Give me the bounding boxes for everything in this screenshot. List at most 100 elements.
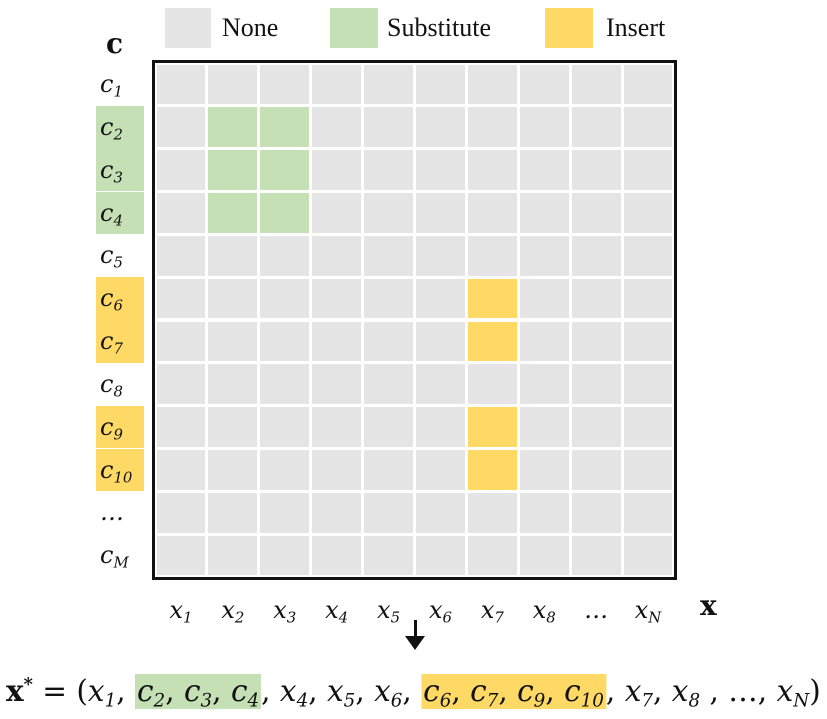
grid-cell (156, 407, 206, 447)
grid-cell (208, 278, 258, 319)
grid-cell (416, 150, 465, 190)
grid-cell (519, 235, 569, 276)
formula-term-subscript: 2 (153, 690, 166, 712)
grid-cell (156, 235, 206, 276)
row-label-text: c9 (100, 413, 123, 444)
row-label-text: c3 (100, 156, 123, 187)
row-label: c3 (96, 148, 144, 192)
formula-term: c3 (184, 674, 213, 712)
formula-separator: , (545, 674, 565, 709)
column-label-text-subscript: 5 (390, 608, 401, 627)
grid-cell (416, 450, 465, 490)
column-label-text: x4 (325, 596, 348, 625)
column-label-text-base: x (532, 596, 547, 624)
grid-cell (208, 64, 258, 105)
legend-swatch-insert (545, 8, 593, 48)
column-label-text: x6 (428, 596, 452, 625)
legend-label-none: None (222, 13, 279, 42)
grid-cell (156, 535, 206, 576)
formula-term: c10 (564, 674, 604, 710)
formula-term-subscript: 6 (439, 690, 452, 712)
formula-term-subscript: 1 (104, 690, 117, 712)
row-label-text-base: c (100, 284, 114, 313)
grid-cell (260, 407, 310, 447)
formula-separator: , (261, 674, 280, 709)
formula-term-subscript: 4 (247, 690, 260, 712)
column-label-text-base: x (634, 596, 649, 624)
grid-cell (364, 450, 413, 490)
formula-separator: , …, (700, 674, 777, 709)
row-label-text: c1 (100, 70, 123, 99)
row-label-text-subscript: 2 (113, 125, 123, 144)
grid-cell (156, 321, 206, 362)
formula-term-base: c (230, 674, 248, 709)
grid-cell (156, 193, 206, 233)
grid-cell (364, 321, 413, 362)
grid-cell (416, 107, 465, 148)
grid-cell (156, 450, 206, 490)
column-label: x4 (311, 592, 363, 628)
grid-cell (260, 278, 310, 319)
grid-cell-insert (467, 321, 517, 362)
grid-cell (312, 150, 362, 190)
grid-cell (519, 492, 569, 533)
formula-term: x4 (280, 674, 308, 710)
row-label-text-subscript: 3 (113, 168, 123, 187)
grid-cell (364, 150, 413, 190)
formula-term-subscript: 3 (200, 690, 213, 712)
row-label-text-subscript: M (113, 553, 129, 572)
formula-term-base: x (671, 674, 689, 709)
row-label-text-subscript: 9 (113, 425, 123, 444)
grid-cell (623, 107, 673, 148)
grid-cell (571, 492, 621, 533)
column-label-text-base: x (428, 596, 443, 624)
grid-cell (312, 64, 362, 105)
row-label: cM (96, 534, 144, 577)
grid-cell (156, 150, 206, 190)
formula-term: xN (776, 674, 810, 710)
grid-cell (208, 407, 258, 447)
column-label: xN (622, 592, 674, 628)
column-label: x6 (415, 592, 467, 628)
formula-term-base: c (564, 674, 581, 709)
grid-cell (208, 321, 258, 362)
formula-term: c7 (470, 674, 499, 712)
grid-cell (623, 64, 673, 105)
row-label: c1 (96, 63, 144, 106)
grid-cell-substitute (260, 193, 310, 233)
grid-cell (623, 535, 673, 576)
row-label-text-base: c (100, 241, 114, 270)
grid-cell (364, 235, 413, 276)
grid-cell (260, 535, 310, 576)
grid-cell (467, 492, 517, 533)
alignment-grid (152, 60, 677, 580)
formula-term-base: x (776, 674, 794, 709)
grid-cell (467, 150, 517, 190)
grid-cell (364, 193, 413, 233)
row-label-text-subscript: 6 (113, 296, 123, 315)
grid-cell-substitute (260, 150, 310, 190)
grid-cell (364, 492, 413, 533)
grid-cell (467, 535, 517, 576)
formula-term-subscript: 8 (688, 690, 701, 712)
formula-term-base: c (136, 674, 154, 709)
grid-cell (416, 278, 465, 319)
grid-cell (519, 64, 569, 105)
row-label-text: c2 (100, 113, 123, 144)
grid-cell (156, 107, 206, 148)
grid-cell (623, 193, 673, 233)
grid-cell (364, 407, 413, 447)
row-label: c2 (96, 105, 144, 149)
legend-label-substitute: Substitute (387, 13, 492, 42)
column-label-text-subscript: 2 (234, 608, 245, 627)
column-label: x2 (207, 592, 259, 628)
column-label-text-base: x (377, 596, 391, 624)
formula-term-base: x (327, 674, 344, 709)
formula-term: x6 (374, 674, 402, 710)
formula-term-subscript: 7 (486, 690, 499, 712)
formula-term: x1 (88, 674, 117, 712)
grid-cell (519, 321, 569, 362)
row-label: c6 (96, 277, 144, 320)
formula-separator: , (308, 674, 328, 709)
formula-term-base: x (624, 674, 642, 709)
